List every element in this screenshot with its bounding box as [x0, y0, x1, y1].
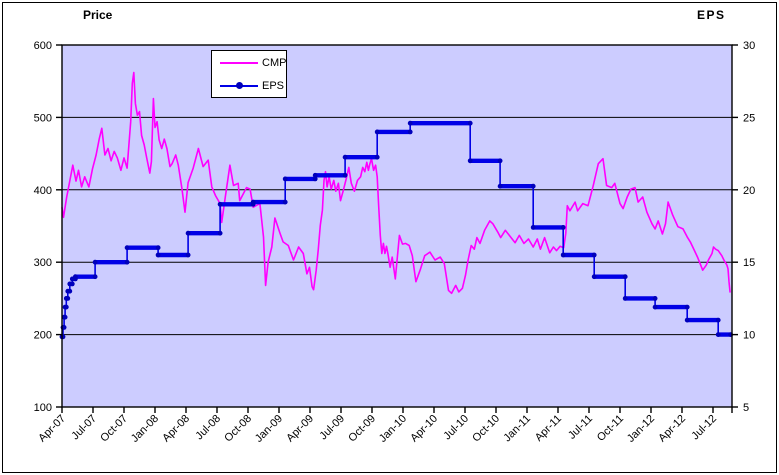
y-right-label-20: 20	[743, 185, 755, 197]
eps-marker	[155, 252, 161, 258]
eps-marker-dot	[235, 82, 243, 89]
x-axis-label-Jan-09: Jan-09	[253, 413, 285, 445]
eps-marker	[530, 225, 536, 230]
eps-marker	[282, 199, 288, 205]
eps-marker	[652, 304, 658, 310]
eps-marker	[92, 259, 98, 265]
plot-background	[62, 45, 732, 407]
x-axis-label-Jan-08: Jan-08	[129, 413, 161, 445]
x-axis-label-Jul-09: Jul-09	[317, 413, 347, 443]
eps-marker	[69, 281, 75, 287]
eps-marker	[497, 183, 503, 189]
x-axis-label-Apr-12: Apr-12	[656, 413, 688, 445]
x-axis-label-Oct-11: Oct-11	[595, 413, 626, 444]
eps-marker	[622, 296, 628, 301]
eps-marker	[67, 288, 73, 294]
eps-marker	[652, 296, 658, 301]
x-axis-label-Jul-11: Jul-11	[566, 413, 595, 442]
y-left-label-400: 400	[34, 185, 52, 197]
eps-marker	[312, 172, 318, 178]
eps-marker	[250, 199, 256, 205]
eps-marker	[407, 120, 413, 126]
eps-marker	[124, 259, 130, 265]
x-axis-label-Jul-08: Jul-08	[193, 413, 223, 443]
legend: CMP EPS	[211, 50, 287, 98]
eps-marker	[622, 274, 628, 280]
eps-marker	[62, 314, 68, 320]
x-axis-label-Apr-11: Apr-11	[533, 413, 564, 444]
x-axis-label-Jul-12: Jul-12	[689, 413, 719, 443]
y-right-label-15: 15	[743, 257, 755, 269]
eps-marker	[591, 252, 597, 258]
x-axis-label-Apr-09: Apr-09	[284, 413, 316, 445]
y-left-label-600: 600	[34, 40, 52, 52]
y-right-label-5: 5	[743, 402, 749, 414]
cmp-line-sample	[220, 61, 258, 64]
x-axis-label-Oct-10: Oct-10	[470, 413, 502, 445]
eps-marker	[63, 304, 69, 310]
eps-marker	[73, 274, 78, 280]
eps-marker	[124, 245, 130, 251]
x-axis-label-Jul-07: Jul-07	[69, 413, 99, 443]
eps-marker	[684, 317, 690, 323]
legend-item-eps: EPS	[212, 74, 286, 97]
eps-marker	[92, 274, 98, 280]
eps-marker	[61, 325, 67, 330]
eps-marker	[497, 158, 503, 164]
x-axis-label-Oct-07: Oct-07	[98, 413, 130, 445]
eps-marker	[467, 120, 473, 126]
x-axis-label-Jan-10: Jan-10	[377, 413, 409, 445]
eps-marker	[684, 304, 690, 310]
eps-marker	[715, 332, 721, 337]
y-left-label-100: 100	[34, 402, 52, 414]
eps-marker	[217, 230, 223, 236]
legend-label-cmp: CMP	[262, 56, 287, 69]
eps-marker	[560, 225, 566, 230]
x-axis-label-Jan-11: Jan-11	[501, 413, 533, 445]
y-right-label-10: 10	[743, 330, 755, 342]
y-left-label-300: 300	[34, 257, 52, 269]
y-left-label-200: 200	[34, 330, 52, 342]
eps-marker	[715, 317, 721, 323]
x-axis-label-Jan-12: Jan-12	[625, 413, 657, 445]
x-axis-label-Apr-08: Apr-08	[160, 413, 192, 445]
legend-label-eps: EPS	[262, 79, 285, 92]
x-axis-label-Jul-10: Jul-10	[441, 413, 471, 443]
eps-marker	[591, 274, 597, 280]
eps-marker	[65, 296, 71, 301]
y-left-label-500: 500	[34, 112, 52, 124]
left-axis-title: Price	[83, 8, 113, 22]
eps-marker	[312, 176, 318, 182]
eps-marker	[530, 183, 536, 189]
x-axis-label-Apr-10: Apr-10	[408, 413, 440, 445]
eps-marker	[374, 129, 380, 135]
eps-marker	[407, 129, 413, 135]
eps-marker	[467, 158, 473, 164]
legend-item-cmp: CMP	[212, 51, 286, 74]
eps-marker	[217, 201, 223, 207]
x-axis-label-Oct-09: Oct-09	[346, 413, 378, 445]
y-right-label-30: 30	[743, 40, 755, 52]
eps-marker	[282, 176, 288, 182]
eps-marker	[374, 154, 380, 160]
y-right-label-25: 25	[743, 112, 755, 124]
eps-marker	[155, 245, 161, 251]
eps-marker	[342, 154, 348, 160]
right-axis-title: EPS	[697, 8, 726, 22]
eps-line-sample	[220, 82, 258, 89]
eps-marker	[342, 172, 348, 178]
eps-marker	[560, 252, 566, 258]
x-axis-label-Oct-08: Oct-08	[222, 413, 254, 445]
eps-marker	[185, 252, 191, 258]
x-axis-label-Apr-07: Apr-07	[36, 413, 68, 445]
eps-marker	[185, 230, 191, 236]
plot-border	[61, 44, 733, 408]
